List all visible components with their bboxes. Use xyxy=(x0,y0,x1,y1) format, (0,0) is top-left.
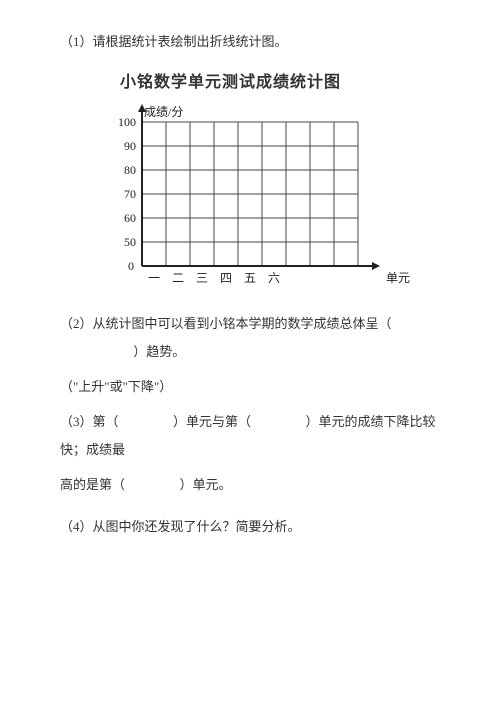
q3-text-b: ）单元与第（ xyxy=(173,414,251,429)
q3-text-e: ）单元。 xyxy=(180,477,232,492)
svg-text:一: 一 xyxy=(148,271,160,285)
question-2: （2）从统计图中可以看到小铭本学期的数学成绩总体呈（ ）趋势。 xyxy=(60,310,440,367)
q2-text-b: ）趋势。 xyxy=(133,344,185,359)
q3-text-a: （3）第（ xyxy=(60,414,119,429)
worksheet-page: （1）请根据统计表绘制出折线统计图。 小铭数学单元测试成绩统计图 成绩/分 0 50… xyxy=(0,0,500,568)
svg-text:单元: 单元 xyxy=(386,271,410,285)
svg-text:四: 四 xyxy=(220,271,232,285)
svg-text:60: 60 xyxy=(124,211,136,225)
svg-text:90: 90 xyxy=(124,139,136,153)
svg-text:六: 六 xyxy=(268,271,280,285)
question-3-line1: （3）第（ ）单元与第（ ）单元的成绩下降比较快；成绩最 xyxy=(60,408,440,465)
q3-blank-3[interactable] xyxy=(128,471,176,500)
svg-text:0: 0 xyxy=(128,259,134,273)
svg-text:三: 三 xyxy=(196,271,208,285)
q3-text-d: 高的是第（ xyxy=(60,477,125,492)
q2-text-a: （2）从统计图中可以看到小铭本学期的数学成绩总体呈（ xyxy=(60,316,392,331)
chart-title: 小铭数学单元测试成绩统计图 xyxy=(120,65,440,100)
question-1: （1）请根据统计表绘制出折线统计图。 xyxy=(60,28,440,57)
blank-line-chart: 成绩/分 0 50 60 70 80 90 100 一二三四五六 单元 xyxy=(102,102,412,292)
svg-text:50: 50 xyxy=(124,235,136,249)
q3-blank-1[interactable] xyxy=(122,408,170,437)
svg-text:70: 70 xyxy=(124,187,136,201)
q3-blank-2[interactable] xyxy=(254,408,302,437)
svg-text:成绩/分: 成绩/分 xyxy=(144,105,183,119)
question-3-line2: 高的是第（ ）单元。 xyxy=(60,471,440,500)
svg-text:100: 100 xyxy=(118,115,136,129)
chart-container: 小铭数学单元测试成绩统计图 成绩/分 0 50 60 70 80 90 100 一二三四五六 单元 xyxy=(102,65,440,292)
svg-text:二: 二 xyxy=(172,271,184,285)
question-2-hint: （"上升"或"下降"） xyxy=(60,373,440,402)
svg-text:五: 五 xyxy=(244,271,256,285)
q2-blank[interactable] xyxy=(60,338,130,367)
question-4: （4）从图中你还发现了什么？简要分析。 xyxy=(60,513,440,542)
svg-text:80: 80 xyxy=(124,163,136,177)
